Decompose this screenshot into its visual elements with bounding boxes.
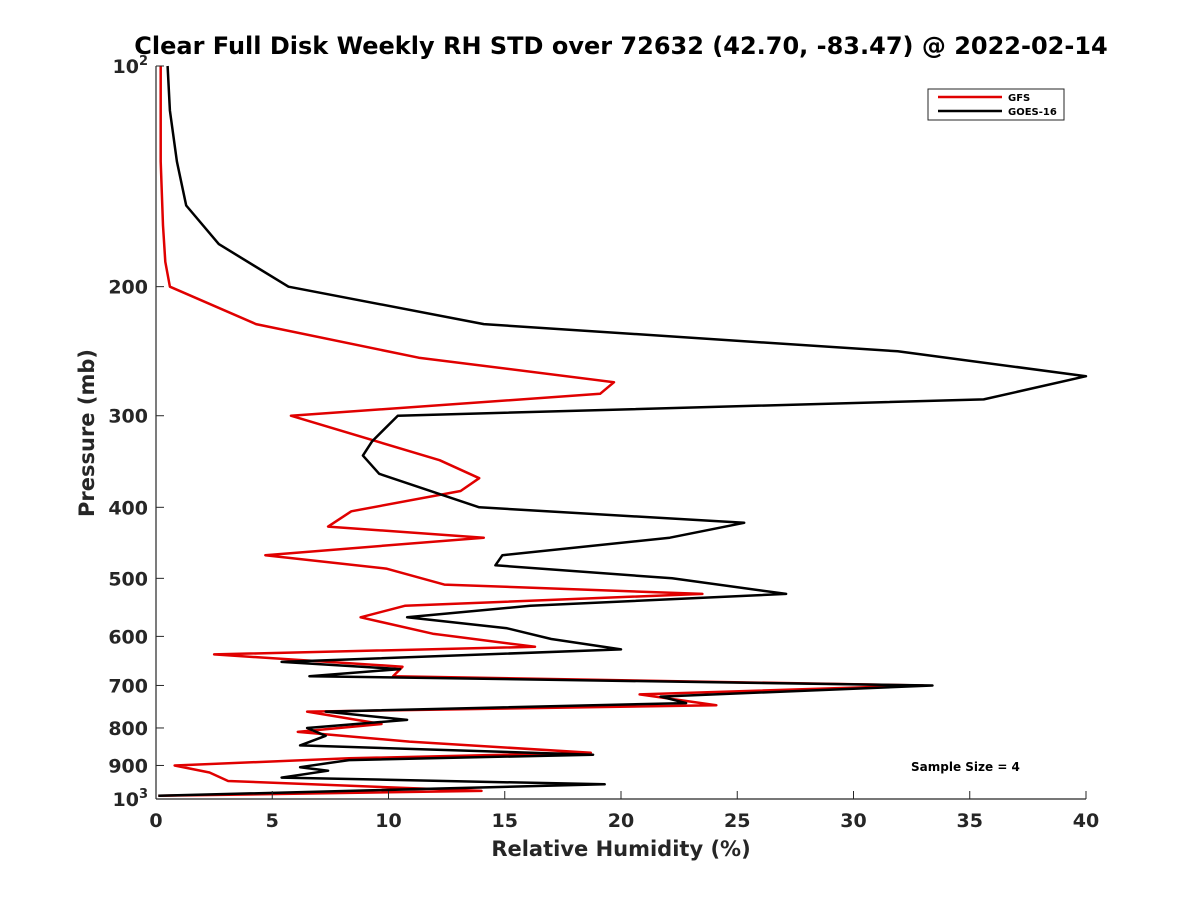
x-axis-label: Relative Humidity (%) bbox=[491, 837, 750, 861]
y-tick-label: 700 bbox=[108, 675, 148, 697]
x-tick-label: 35 bbox=[957, 810, 983, 832]
x-tick-label: 20 bbox=[608, 810, 634, 832]
y-tick-label: 400 bbox=[108, 497, 148, 519]
x-tick-label: 0 bbox=[149, 810, 162, 832]
y-axis-label: Pressure (mb) bbox=[75, 349, 99, 517]
sample-size-annotation: Sample Size = 4 bbox=[911, 760, 1020, 774]
y-tick-label: 800 bbox=[108, 718, 148, 740]
x-tick-label: 10 bbox=[375, 810, 401, 832]
y-tick-label: 102 bbox=[113, 54, 149, 78]
chart-title: Clear Full Disk Weekly RH STD over 72632… bbox=[134, 32, 1107, 60]
y-tick-label: 200 bbox=[108, 277, 148, 299]
y-tick-label: 500 bbox=[108, 568, 148, 590]
x-ticks: 0 5 10 15 20 25 30 35 40 bbox=[149, 791, 1099, 832]
x-tick-label: 5 bbox=[266, 810, 279, 832]
x-tick-label: 40 bbox=[1073, 810, 1099, 832]
series-layer bbox=[158, 65, 1088, 798]
legend-box bbox=[927, 88, 1065, 121]
plot-area bbox=[156, 66, 1086, 799]
legend: GFS GOES-16 bbox=[927, 88, 1065, 121]
x-tick-label: 30 bbox=[840, 810, 866, 832]
y-tick-label: 103 bbox=[113, 787, 149, 811]
series-line-gfs bbox=[158, 66, 925, 798]
y-ticks: 102 200 300 400 500 600 700 800 900 103 bbox=[108, 54, 164, 811]
legend-label-goes-16: GOES-16 bbox=[1008, 107, 1057, 118]
y-tick-label: 300 bbox=[108, 406, 148, 428]
y-tick-label: 900 bbox=[108, 755, 148, 777]
y-tick-label: 600 bbox=[108, 626, 148, 648]
legend-label-gfs: GFS bbox=[1008, 93, 1030, 104]
x-tick-label: 25 bbox=[724, 810, 750, 832]
x-tick-label: 15 bbox=[492, 810, 518, 832]
series-line-goes-16 bbox=[158, 65, 1088, 798]
